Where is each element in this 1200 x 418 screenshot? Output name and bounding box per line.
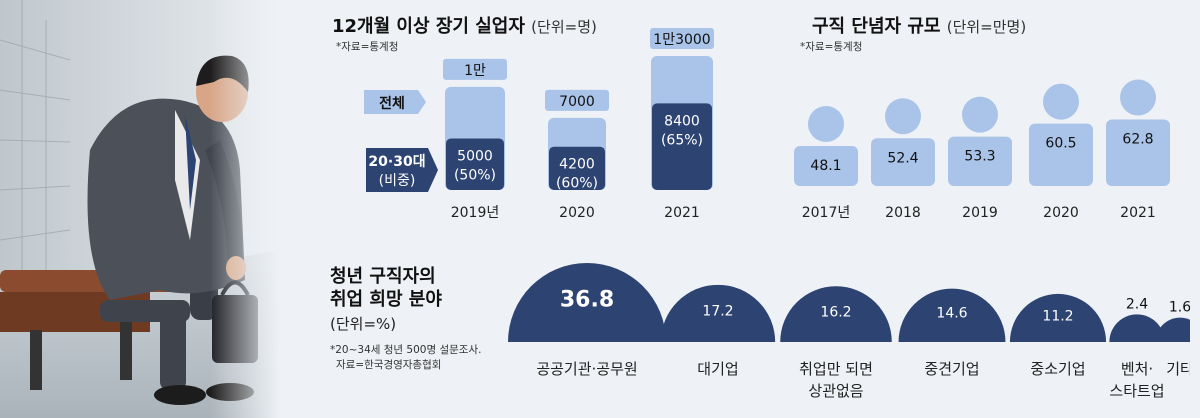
youth-value-label: 4200: [559, 157, 595, 173]
seeker-value-label: 48.1: [810, 158, 841, 174]
total-value-label: 1만3000: [653, 32, 710, 48]
job-hope-semicircle: [1009, 293, 1107, 342]
youth-value-label: 5000: [457, 148, 493, 164]
seeker-value-label: 62.8: [1122, 132, 1153, 148]
legend-total-tag: [364, 90, 426, 114]
total-value-tag: [443, 58, 507, 80]
discouraged-seekers-source: *자료=통계청: [800, 41, 863, 53]
job-hope-title: 청년 구직자의 취업 희망 분야: [330, 266, 442, 310]
total-value-tag: [545, 89, 609, 111]
seeker-value-label: 60.5: [1045, 136, 1076, 152]
job-hope-note: *20~34세 청년 500명 설문조사. 자료=한국경영자총협회: [330, 344, 482, 371]
job-hope-semicircle: [1155, 317, 1190, 342]
youth-bar: [549, 146, 605, 190]
youth-bar: [446, 138, 504, 190]
year-tick-label: 2021: [1120, 205, 1156, 221]
seeker-head: [962, 96, 998, 133]
youth-share-label: (65%): [661, 132, 703, 148]
total-value-tag: [650, 28, 714, 49]
year-tick-label: 2019년: [451, 205, 500, 221]
long-term-unemployed-chart: 1만 5000 (50%) 2019년 7000 4200 (60%) 2020 1만3000 8…: [364, 28, 714, 221]
legend-youth-label: 20·30대: [368, 154, 425, 170]
seeker-body-bar: [794, 146, 858, 186]
seeker-body-bar: [871, 138, 935, 186]
discouraged-seekers-chart: 48.1 2017년 52.4 2018 53.3 2019 60.5 2020 62.8 202…: [794, 79, 1170, 221]
job-hope-category-label: 대기업: [697, 360, 738, 378]
job-hope-value-label: 11.2: [1042, 309, 1073, 325]
seeker-head: [1043, 83, 1079, 120]
youth-value-label: 8400: [664, 113, 700, 129]
seeker-value-label: 53.3: [964, 149, 995, 165]
job-hope-category-label: 공공기관·공무원: [536, 360, 637, 378]
job-hope-category-label: 중견기업: [924, 360, 979, 378]
youth-share-label: (50%): [454, 167, 496, 183]
job-hope-value-label: 14.6: [936, 306, 967, 322]
job-hope-value-label: 36.8: [560, 288, 614, 313]
job-hope-category-label: 벤처·: [1121, 360, 1153, 378]
seeker-value-label: 52.4: [887, 150, 918, 166]
job-hope-semicircle: [1109, 314, 1165, 342]
total-value-label: 1만: [464, 63, 486, 79]
total-value-label: 7000: [559, 94, 595, 110]
year-tick-label: 2020: [1043, 205, 1079, 221]
job-hope-semicircle: [780, 286, 892, 342]
youth-bar: [652, 103, 712, 190]
job-hope-semicircle: [660, 284, 776, 342]
long-term-unemployed-title: 12개월 이상 장기 실업자 (단위=명): [332, 16, 597, 37]
seeker-body-bar: [1029, 123, 1093, 186]
seeker-body-bar: [1106, 119, 1170, 186]
photo-dejected-jobseeker: [0, 0, 280, 418]
year-tick-label: 2019: [962, 205, 998, 221]
youth-share-label: (60%): [556, 176, 598, 192]
job-hope-category-label: 상관없음: [808, 382, 863, 400]
legend-youth-tag: [366, 148, 438, 192]
legend-total-label: 전체: [379, 95, 405, 112]
year-tick-label: 2020: [559, 205, 595, 221]
seeker-body-bar: [948, 136, 1012, 186]
seeker-head: [885, 98, 921, 135]
job-hope-value-label: 1.6: [1169, 300, 1190, 316]
job-hope-value-label: 2.4: [1126, 296, 1148, 312]
legend-youth-share-label: (비중): [379, 173, 416, 189]
job-hope-unit: (단위=%): [330, 315, 397, 333]
discouraged-seekers-title: 구직 단념자 규모 (단위=만명): [812, 16, 1027, 37]
job-hope-value-label: 16.2: [820, 304, 851, 320]
seeker-head: [1120, 79, 1156, 116]
job-hope-semicircle: [898, 288, 1006, 342]
job-hope-category-label: 기타: [1166, 360, 1190, 378]
year-tick-label: 2018: [885, 205, 921, 221]
job-hope-category-label: 중소기업: [1030, 360, 1085, 378]
seeker-head: [808, 106, 844, 142]
year-tick-label: 2021: [664, 205, 700, 221]
job-hope-semicircle: [508, 263, 666, 342]
year-tick-label: 2017년: [802, 205, 851, 221]
job-hope-value-label: 17.2: [702, 304, 733, 320]
job-hope-category-label: 스타트업: [1109, 382, 1164, 400]
long-term-unemployed-source: *자료=통계청: [336, 41, 399, 53]
job-hope-category-label: 취업만 되면: [799, 360, 873, 378]
